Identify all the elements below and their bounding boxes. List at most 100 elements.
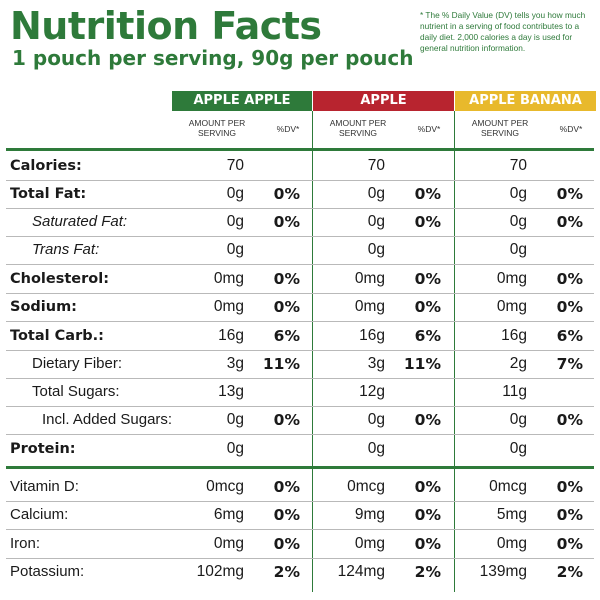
row-divider [6, 434, 594, 435]
row-divider [6, 321, 594, 322]
amount-value: 0g [509, 440, 527, 457]
serving-size: 1 pouch per serving, 90g per pouch [12, 46, 414, 70]
daily-value-percent: 0% [556, 411, 583, 429]
nutrient-label: Cholesterol: [10, 271, 110, 287]
nutrient-label: Sodium: [10, 299, 77, 315]
nutrient-label: Total Carb.: [10, 328, 104, 344]
nutrient-label: Protein: [10, 441, 76, 457]
product-header-3: APPLE BANANA [455, 91, 596, 111]
daily-value-percent: 7% [556, 355, 583, 373]
daily-value-percent: 0% [414, 411, 441, 429]
dv-label: %DV* [276, 124, 300, 134]
daily-value-percent: 0% [414, 535, 441, 553]
dv-label: %DV* [417, 124, 441, 134]
daily-value-percent: 0% [273, 185, 300, 203]
amount-value: 0g [367, 440, 385, 457]
amount-value: 0mcg [489, 478, 527, 495]
amount-value: 6mg [213, 506, 244, 523]
daily-value-percent: 2% [273, 563, 300, 581]
nutrient-label: Iron: [10, 535, 41, 552]
amount-value: 0mg [213, 270, 244, 287]
daily-value-percent: 2% [556, 563, 583, 581]
daily-value-percent: 0% [414, 185, 441, 203]
amount-value: 0g [509, 185, 527, 202]
daily-value-percent: 0% [414, 298, 441, 316]
amount-value: 70 [367, 157, 385, 174]
amount-value: 16g [359, 327, 385, 344]
daily-value-percent: 0% [414, 270, 441, 288]
amount-value: 2g [509, 355, 527, 372]
amount-value: 0g [509, 411, 527, 428]
daily-value-percent: 0% [556, 213, 583, 231]
row-divider [6, 236, 594, 237]
daily-value-note: * The % Daily Value (DV) tells you how m… [420, 10, 586, 53]
product-header-1: APPLE APPLE [172, 91, 312, 111]
amount-value: 0mg [213, 298, 244, 315]
daily-value-percent: 0% [273, 213, 300, 231]
nutrient-label: Incl. Added Sugars: [42, 411, 173, 428]
amount-value: 0g [226, 185, 244, 202]
amount-value: 3g [367, 355, 385, 372]
daily-value-percent: 6% [556, 327, 583, 345]
amount-value: 0g [226, 440, 244, 457]
amount-value: 13g [218, 383, 244, 400]
dv-label: %DV* [559, 124, 583, 134]
row-divider [6, 529, 594, 530]
amount-value: 139mg [479, 563, 527, 580]
amount-value: 16g [218, 327, 244, 344]
amount-value: 5mg [496, 506, 527, 523]
daily-value-percent: 11% [403, 355, 441, 373]
amount-value: 0mcg [347, 478, 385, 495]
nutrient-label: Total Sugars: [32, 383, 120, 400]
row-divider [6, 264, 594, 265]
daily-value-percent: 0% [556, 478, 583, 496]
amount-per-serving-label: AMOUNT PER SERVING [188, 118, 246, 138]
amount-value: 3g [226, 355, 244, 372]
amount-value: 70 [226, 157, 244, 174]
daily-value-percent: 0% [556, 506, 583, 524]
amount-value: 0g [226, 213, 244, 230]
amount-value: 124mg [337, 563, 385, 580]
amount-value: 0mg [496, 535, 527, 552]
amount-value: 0g [509, 213, 527, 230]
daily-value-percent: 11% [262, 355, 300, 373]
daily-value-percent: 0% [556, 298, 583, 316]
page-title: Nutrition Facts [10, 4, 322, 48]
nutrient-label: Saturated Fat: [32, 213, 128, 230]
nutrient-label: Potassium: [10, 563, 85, 580]
daily-value-percent: 6% [273, 327, 300, 345]
column-divider [454, 111, 455, 592]
row-divider [6, 558, 594, 559]
product-header-2: APPLE STRAWBERRY [313, 91, 454, 128]
row-divider [6, 293, 594, 294]
amount-value: 0mg [213, 535, 244, 552]
daily-value-percent: 6% [414, 327, 441, 345]
daily-value-percent: 0% [273, 478, 300, 496]
amount-per-serving-label: AMOUNT PER SERVING [471, 118, 529, 138]
amount-value: 0mg [496, 270, 527, 287]
daily-value-percent: 0% [556, 535, 583, 553]
daily-value-percent: 0% [414, 213, 441, 231]
row-divider [6, 501, 594, 502]
amount-value: 0mcg [206, 478, 244, 495]
amount-value: 0g [367, 411, 385, 428]
column-divider [312, 111, 313, 592]
row-divider [6, 208, 594, 209]
amount-value: 0g [367, 241, 385, 258]
row-divider [6, 350, 594, 351]
amount-value: 12g [359, 383, 385, 400]
daily-value-percent: 0% [273, 535, 300, 553]
nutrient-label: Trans Fat: [32, 241, 100, 258]
daily-value-percent: 0% [556, 185, 583, 203]
section-divider [6, 466, 594, 469]
amount-value: 0g [509, 241, 527, 258]
nutrient-label: Dietary Fiber: [32, 355, 123, 372]
amount-value: 102mg [196, 563, 244, 580]
daily-value-percent: 0% [273, 270, 300, 288]
daily-value-percent: 0% [414, 506, 441, 524]
nutrient-label: Calcium: [10, 506, 69, 523]
amount-value: 16g [501, 327, 527, 344]
amount-value: 9mg [354, 506, 385, 523]
amount-value: 70 [509, 157, 527, 174]
amount-value: 0g [367, 185, 385, 202]
